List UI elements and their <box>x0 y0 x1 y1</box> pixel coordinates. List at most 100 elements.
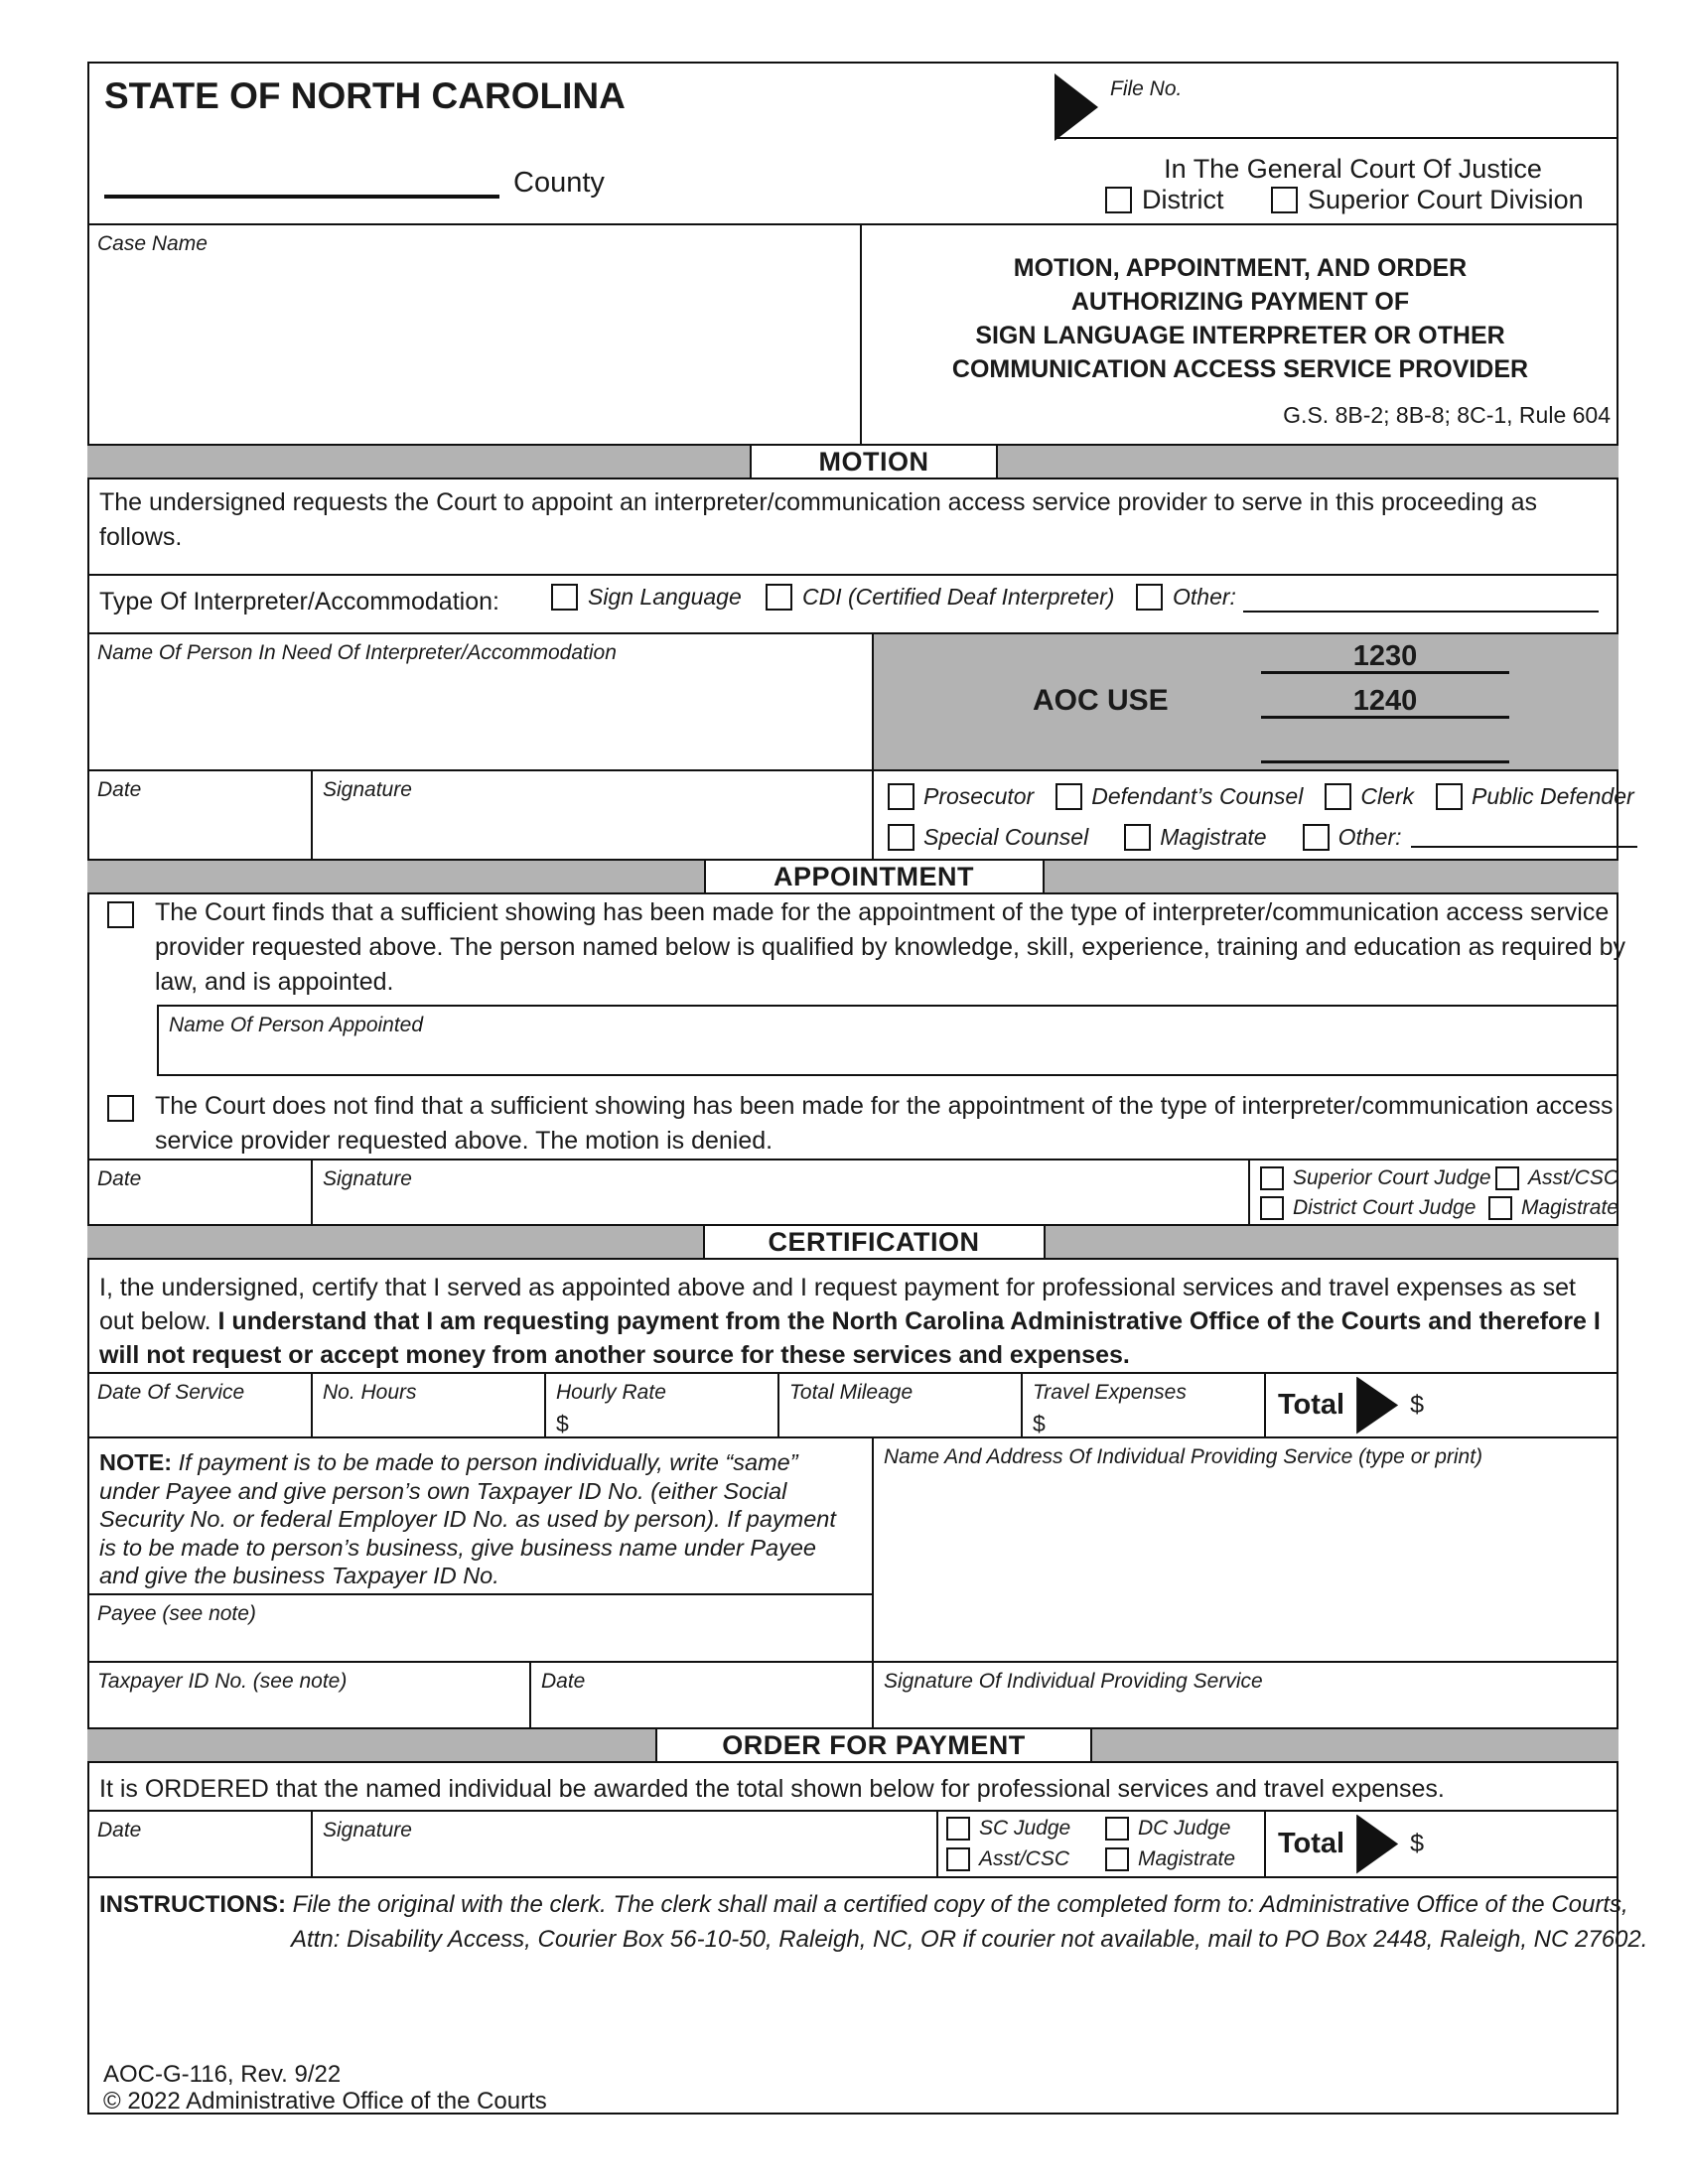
appointment-section-title: APPOINTMENT <box>703 861 1045 892</box>
date-of-service-label: Date Of Service <box>97 1381 245 1404</box>
checkbox-sc-judge[interactable] <box>946 1817 970 1841</box>
checkbox-special-counsel[interactable] <box>888 824 914 851</box>
case-title-row: Case Name MOTION, APPOINTMENT, AND ORDER… <box>87 223 1618 444</box>
county-fill-line[interactable] <box>104 167 499 199</box>
other-signer-fill-line[interactable] <box>1410 828 1637 848</box>
checkbox-district-court-judge[interactable] <box>1260 1196 1284 1220</box>
motion-date-label: Date <box>97 778 142 801</box>
appointment-signature-row: Date Signature Superior Court Judge Asst… <box>87 1159 1618 1224</box>
checkbox-superior[interactable] <box>1271 187 1298 213</box>
person-in-need-row: Name Of Person In Need Of Interpreter/Ac… <box>87 632 1618 769</box>
sc-judge-label: SC Judge <box>979 1817 1071 1840</box>
checkbox-sign-language[interactable] <box>551 584 578 611</box>
checkbox-court-finds[interactable] <box>107 901 134 928</box>
total-arrow-icon <box>1356 1376 1399 1434</box>
appointment-judge-options: Superior Court Judge Asst/CSC District C… <box>1250 1160 1618 1224</box>
order-signature-field[interactable]: Signature <box>313 1812 938 1876</box>
instructions-text-2: Attn: Disability Access, Courier Box 56-… <box>291 1926 1648 1953</box>
checkbox-district[interactable] <box>1105 187 1132 213</box>
motion-intro-line-1: The undersigned requests the Court to ap… <box>99 488 1537 516</box>
checkbox-clerk[interactable] <box>1325 783 1352 810</box>
order-signature-row: Date Signature SC Judge DC Judge Asst/CS… <box>87 1810 1618 1878</box>
note-text: If payment is to be made to person indiv… <box>99 1449 836 1588</box>
case-name-label: Case Name <box>97 232 208 255</box>
aoc-code-1230: 1230 <box>1352 640 1418 672</box>
person-in-need-field[interactable]: Name Of Person In Need Of Interpreter/Ac… <box>87 634 874 769</box>
other-type-fill-line[interactable] <box>1243 588 1599 613</box>
order-total-field[interactable]: Total $ <box>1266 1812 1618 1876</box>
instructions-text-1: File the original with the clerk. The cl… <box>292 1891 1628 1918</box>
hourly-rate-label: Hourly Rate <box>556 1381 666 1404</box>
county-label: County <box>513 167 605 199</box>
travel-expenses-field[interactable]: Travel Expenses $ <box>1023 1374 1266 1436</box>
checkbox-court-does-not-find[interactable] <box>107 1095 134 1122</box>
type-sign-language-option: Sign Language <box>551 584 742 611</box>
aoc-line-2[interactable] <box>1261 693 1509 719</box>
appointment-signature-label: Signature <box>323 1167 412 1190</box>
checkbox-asst-csc-order[interactable] <box>946 1847 970 1871</box>
appointed-name-field[interactable]: Name Of Person Appointed <box>157 1005 1618 1076</box>
order-signature-label: Signature <box>323 1819 412 1842</box>
form-number: AOC-G-116, Rev. 9/22 <box>103 2061 342 2088</box>
date-of-service-field[interactable]: Date Of Service <box>87 1374 313 1436</box>
division-district-option: District <box>1105 185 1224 215</box>
motion-signature-field[interactable]: Signature <box>313 771 874 859</box>
checkbox-public-defender[interactable] <box>1436 783 1463 810</box>
motion-date-field[interactable]: Date <box>87 771 313 859</box>
total-mileage-field[interactable]: Total Mileage <box>779 1374 1023 1436</box>
note-label: NOTE: <box>99 1449 173 1475</box>
district-label: District <box>1142 185 1224 214</box>
taxpayer-id-field[interactable]: Taxpayer ID No. (see note) <box>87 1663 531 1727</box>
motion-section-bar: MOTION <box>87 444 1618 479</box>
name-address-field[interactable]: Name And Address Of Individual Providing… <box>874 1438 1618 1661</box>
checkbox-cdi[interactable] <box>766 584 792 611</box>
appointment-date-field[interactable]: Date <box>87 1160 313 1224</box>
order-total-arrow-icon <box>1356 1814 1399 1874</box>
order-date-field[interactable]: Date <box>87 1812 313 1876</box>
certification-section-title: CERTIFICATION <box>702 1226 1046 1258</box>
checkbox-defendants-counsel[interactable] <box>1055 783 1083 810</box>
asst-csc-appointment-label: Asst/CSC <box>1527 1166 1618 1189</box>
aoc-use-box: AOC USE 1230 1240 <box>874 634 1618 769</box>
aoc-line-3[interactable] <box>1261 738 1509 763</box>
certification-total-field[interactable]: Total $ <box>1266 1374 1618 1436</box>
form-title-line-2: AUTHORIZING PAYMENT OF <box>1070 288 1410 316</box>
checkbox-magistrate-motion[interactable] <box>1124 824 1152 851</box>
dc-judge-label: DC Judge <box>1138 1817 1231 1840</box>
hourly-rate-field[interactable]: Hourly Rate $ <box>546 1374 779 1436</box>
provider-signature-field[interactable]: Signature Of Individual Providing Servic… <box>874 1663 1618 1727</box>
form-title-line-3: SIGN LANGUAGE INTERPRETER OR OTHER <box>975 322 1505 349</box>
checkbox-superior-court-judge[interactable] <box>1260 1166 1284 1190</box>
motion-intro-line-2: follows. <box>99 523 183 551</box>
form-title-block: MOTION, APPOINTMENT, AND ORDER AUTHORIZI… <box>862 225 1618 444</box>
superior-court-judge-label: Superior Court Judge <box>1293 1166 1491 1189</box>
checkbox-dc-judge[interactable] <box>1105 1817 1129 1841</box>
taxpayer-row: Taxpayer ID No. (see note) Date Signatur… <box>87 1661 1618 1727</box>
payee-region: NOTE: If payment is to be made to person… <box>87 1436 1618 1661</box>
no-hours-field[interactable]: No. Hours <box>313 1374 546 1436</box>
order-statement: It is ORDERED that the named individual … <box>99 1775 1445 1803</box>
certification-total-dollar-sign: $ <box>1410 1391 1425 1419</box>
checkbox-prosecutor[interactable] <box>888 783 914 810</box>
checkbox-other-signer[interactable] <box>1302 824 1330 851</box>
divider-line <box>87 574 1618 576</box>
instructions-label: INSTRUCTIONS: <box>99 1891 286 1918</box>
checkbox-magistrate-order[interactable] <box>1105 1847 1129 1871</box>
case-name-field[interactable]: Case Name <box>87 225 862 444</box>
checkbox-other-type[interactable] <box>1136 584 1163 611</box>
no-hours-label: No. Hours <box>323 1381 417 1404</box>
checkbox-asst-csc-appointment[interactable] <box>1494 1166 1519 1190</box>
motion-signature-row: Date Signature Prosecutor Defendant’s Co… <box>87 769 1637 859</box>
file-no-underline <box>1055 107 1618 139</box>
special-counsel-label: Special Counsel <box>923 824 1089 850</box>
aoc-line-1[interactable] <box>1261 648 1509 674</box>
sign-language-label: Sign Language <box>588 584 742 610</box>
magistrate-appointment-label: Magistrate <box>1520 1196 1618 1219</box>
travel-expenses-label: Travel Expenses <box>1033 1381 1187 1404</box>
checkbox-magistrate-appointment[interactable] <box>1487 1196 1512 1220</box>
appointment-signature-field[interactable]: Signature <box>313 1160 1250 1224</box>
payee-field[interactable]: Payee (see note) <box>87 1595 872 1626</box>
payee-label: Payee (see note) <box>97 1602 256 1625</box>
certification-date-field[interactable]: Date <box>531 1663 874 1727</box>
travel-expenses-dollar-sign: $ <box>1033 1411 1046 1436</box>
